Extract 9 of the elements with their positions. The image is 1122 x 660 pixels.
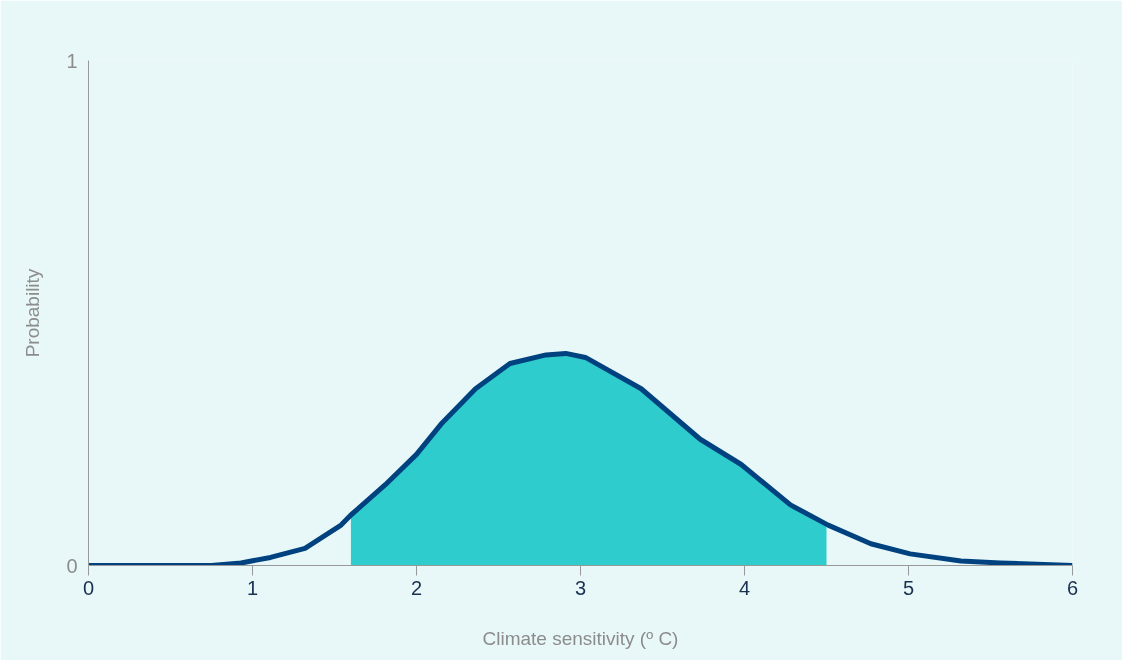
x-tick-label: 6 [1066,576,1079,599]
x-tick-label: 4 [738,576,751,599]
x-tick-label: 2 [410,576,423,599]
x-tick-label: 3 [574,576,587,599]
x-tick-label: 1 [246,576,259,599]
x-tick-label: 0 [82,576,95,599]
x-tick-label: 5 [902,576,915,599]
y-axis-title: Probability [22,268,44,358]
x-axis-title: Climate sensitivity (º C) [482,627,679,649]
